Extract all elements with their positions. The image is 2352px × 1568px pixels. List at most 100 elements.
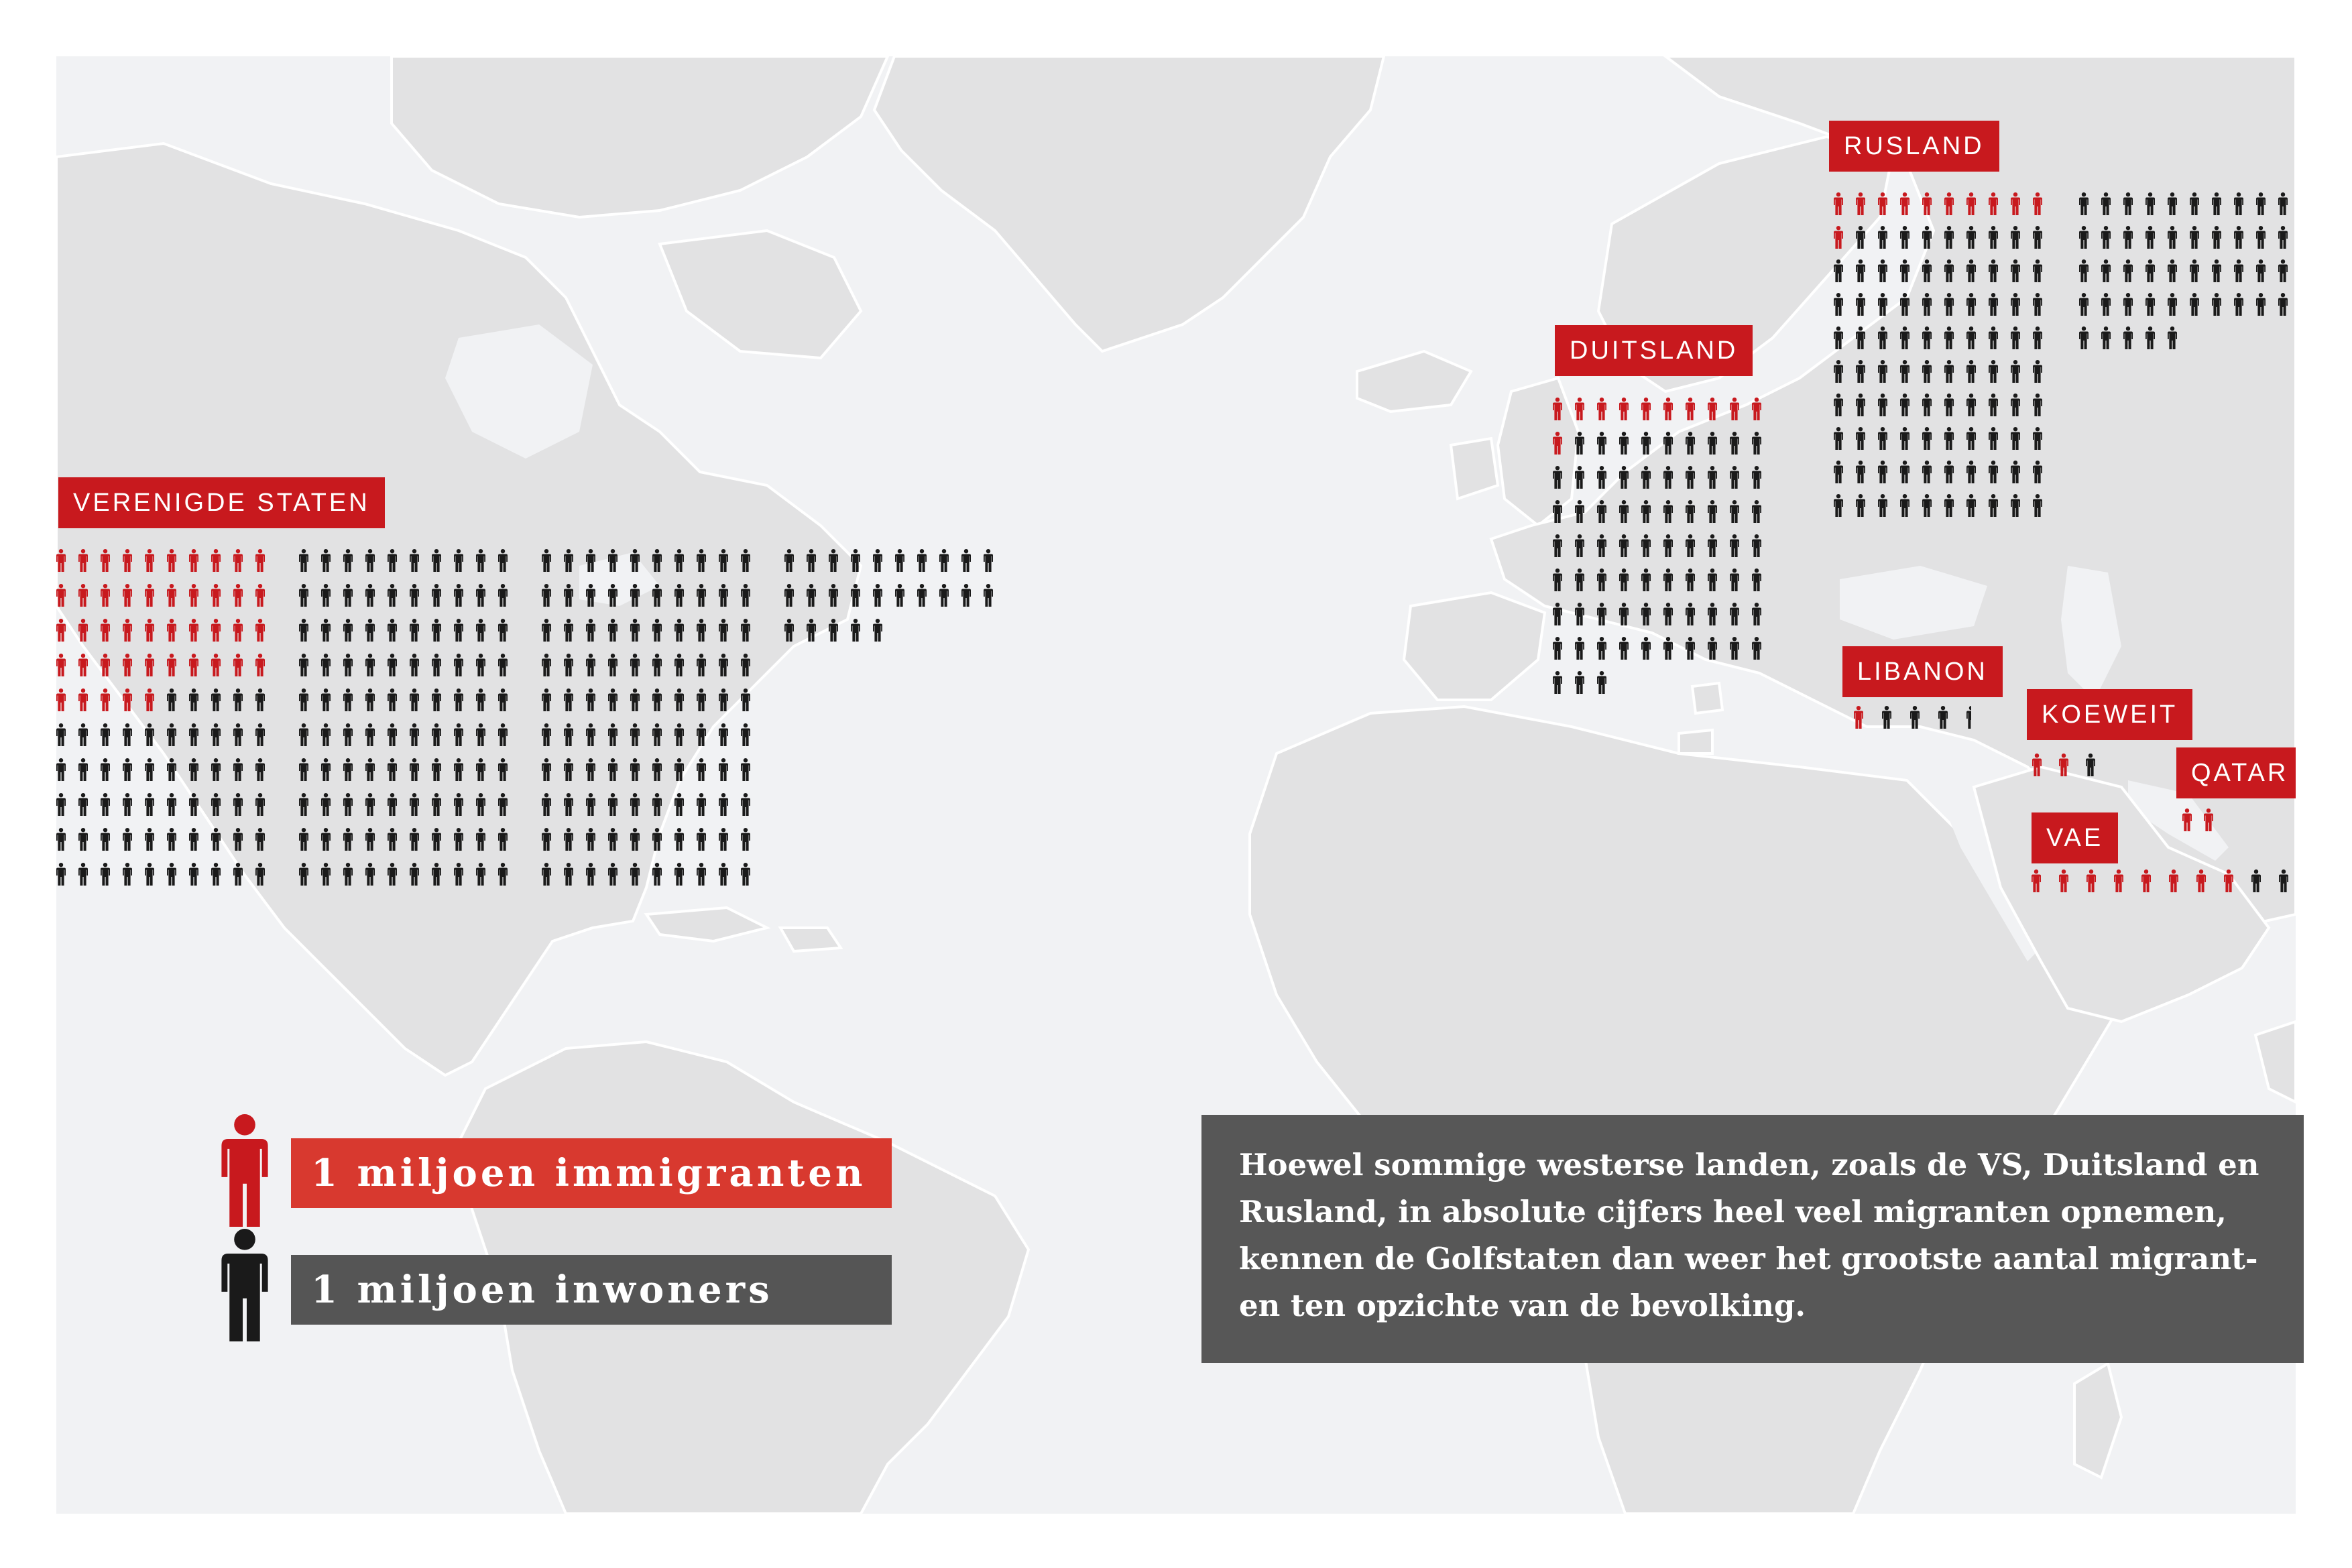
person-icon-verenigde-staten xyxy=(586,793,595,816)
person-icon-verenigde-staten xyxy=(189,723,198,746)
person-icon-duitsland xyxy=(1575,466,1584,489)
person-icon-rusland xyxy=(1944,259,1954,282)
person-icon-rusland xyxy=(1900,192,1909,215)
person-icon-vae xyxy=(2141,869,2151,892)
person-icon-duitsland xyxy=(1730,534,1739,557)
person-icon-duitsland xyxy=(1730,637,1739,660)
person-icon-verenigde-staten xyxy=(674,549,684,572)
person-icon-duitsland xyxy=(1597,398,1606,420)
person-icon-verenigde-staten xyxy=(498,828,508,851)
person-icon-verenigde-staten xyxy=(741,723,750,746)
person-icon-verenigde-staten xyxy=(697,793,706,816)
person-icon-rusland xyxy=(2079,259,2089,282)
person-icon-verenigde-staten xyxy=(630,723,640,746)
person-icon-verenigde-staten xyxy=(608,654,618,676)
person-icon-verenigde-staten xyxy=(939,549,949,572)
person-icon-rusland xyxy=(2011,427,2020,450)
person-icon-verenigde-staten xyxy=(807,584,816,607)
person-icon-rusland xyxy=(2168,293,2177,316)
person-icon-verenigde-staten xyxy=(321,654,331,676)
person-icon-verenigde-staten xyxy=(741,793,750,816)
person-icon-verenigde-staten xyxy=(498,723,508,746)
person-icon-verenigde-staten xyxy=(123,793,132,816)
person-icon-rusland xyxy=(1966,326,1976,349)
person-icon-verenigde-staten xyxy=(299,584,308,607)
person-icon-rusland xyxy=(1856,226,1865,249)
person-icon-verenigde-staten xyxy=(741,584,750,607)
person-icon-verenigde-staten xyxy=(630,863,640,886)
person-icon-duitsland xyxy=(1686,432,1695,455)
person-icon-duitsland xyxy=(1663,432,1673,455)
person-icon-verenigde-staten xyxy=(255,688,265,711)
person-icon-verenigde-staten xyxy=(189,654,198,676)
person-icon-verenigde-staten xyxy=(321,723,331,746)
person-icon-verenigde-staten xyxy=(476,793,485,816)
person-icon-libanon xyxy=(1882,706,1891,729)
person-icon-verenigde-staten xyxy=(255,549,265,572)
person-icon-rusland xyxy=(1834,226,1843,249)
person-icon-verenigde-staten xyxy=(233,549,243,572)
person-icon-verenigde-staten xyxy=(211,793,221,816)
person-icon-verenigde-staten xyxy=(255,828,265,851)
person-icon-duitsland xyxy=(1553,500,1562,523)
person-icon-verenigde-staten xyxy=(542,619,551,642)
person-icon-duitsland xyxy=(1752,500,1761,523)
person-icon-verenigde-staten xyxy=(608,793,618,816)
person-icon-rusland xyxy=(1878,360,1887,383)
person-icon-verenigde-staten xyxy=(145,723,154,746)
person-icon-verenigde-staten xyxy=(542,793,551,816)
person-icon-duitsland xyxy=(1641,534,1651,557)
person-icon-rusland xyxy=(1900,394,1909,416)
person-icon-verenigde-staten xyxy=(432,549,441,572)
person-icon-verenigde-staten xyxy=(123,619,132,642)
person-icon-verenigde-staten xyxy=(189,549,198,572)
person-icon-duitsland xyxy=(1597,637,1606,660)
person-icon-verenigde-staten xyxy=(410,793,419,816)
person-icon-verenigde-staten xyxy=(167,654,176,676)
person-icon-rusland xyxy=(2011,226,2020,249)
person-icon-rusland xyxy=(1834,360,1843,383)
person-icon-verenigde-staten xyxy=(145,619,154,642)
person-icon-rusland xyxy=(1989,192,1998,215)
person-icon-verenigde-staten xyxy=(167,863,176,886)
person-icon-verenigde-staten xyxy=(542,723,551,746)
person-icon-verenigde-staten xyxy=(78,654,88,676)
person-icon-duitsland xyxy=(1752,603,1761,625)
person-icon-verenigde-staten xyxy=(652,584,662,607)
person-icon-rusland xyxy=(1944,192,1954,215)
person-icon-rusland xyxy=(2011,494,2020,517)
person-icon-verenigde-staten xyxy=(454,654,463,676)
person-icon-rusland xyxy=(2168,326,2177,349)
person-icon-verenigde-staten xyxy=(829,549,838,572)
person-icon-verenigde-staten xyxy=(741,758,750,781)
person-icon-verenigde-staten xyxy=(255,619,265,642)
person-icon-verenigde-staten xyxy=(189,584,198,607)
person-icon-rusland xyxy=(1966,394,1976,416)
person-icon-rusland xyxy=(2123,259,2133,282)
person-icon-verenigde-staten xyxy=(674,758,684,781)
person-icon-rusland xyxy=(2190,259,2199,282)
person-icon-duitsland xyxy=(1708,398,1717,420)
person-icon-rusland xyxy=(2168,259,2177,282)
person-icon-verenigde-staten xyxy=(101,688,110,711)
person-icon-verenigde-staten xyxy=(321,688,331,711)
person-icon-rusland xyxy=(2011,394,2020,416)
person-icon-rusland xyxy=(2079,326,2089,349)
person-icon-verenigde-staten xyxy=(233,584,243,607)
person-icon-verenigde-staten xyxy=(917,549,927,572)
person-icon-verenigde-staten xyxy=(476,758,485,781)
person-icon-rusland xyxy=(2033,394,2042,416)
person-icon-verenigde-staten xyxy=(123,654,132,676)
label-qatar: QATAR xyxy=(2176,747,2296,798)
person-icon-rusland xyxy=(1856,259,1865,282)
person-icon-duitsland xyxy=(1575,671,1584,694)
person-icon-libanon xyxy=(1910,706,1920,729)
legend-immigrants-label: 1 miljoen immigranten xyxy=(291,1138,892,1208)
person-icon-rusland xyxy=(2256,293,2266,316)
person-icon-verenigde-staten xyxy=(608,619,618,642)
person-icon-verenigde-staten xyxy=(101,828,110,851)
person-icon-verenigde-staten xyxy=(56,584,66,607)
person-icon-verenigde-staten xyxy=(388,863,397,886)
person-icon-verenigde-staten xyxy=(432,863,441,886)
person-icon-verenigde-staten xyxy=(719,619,728,642)
